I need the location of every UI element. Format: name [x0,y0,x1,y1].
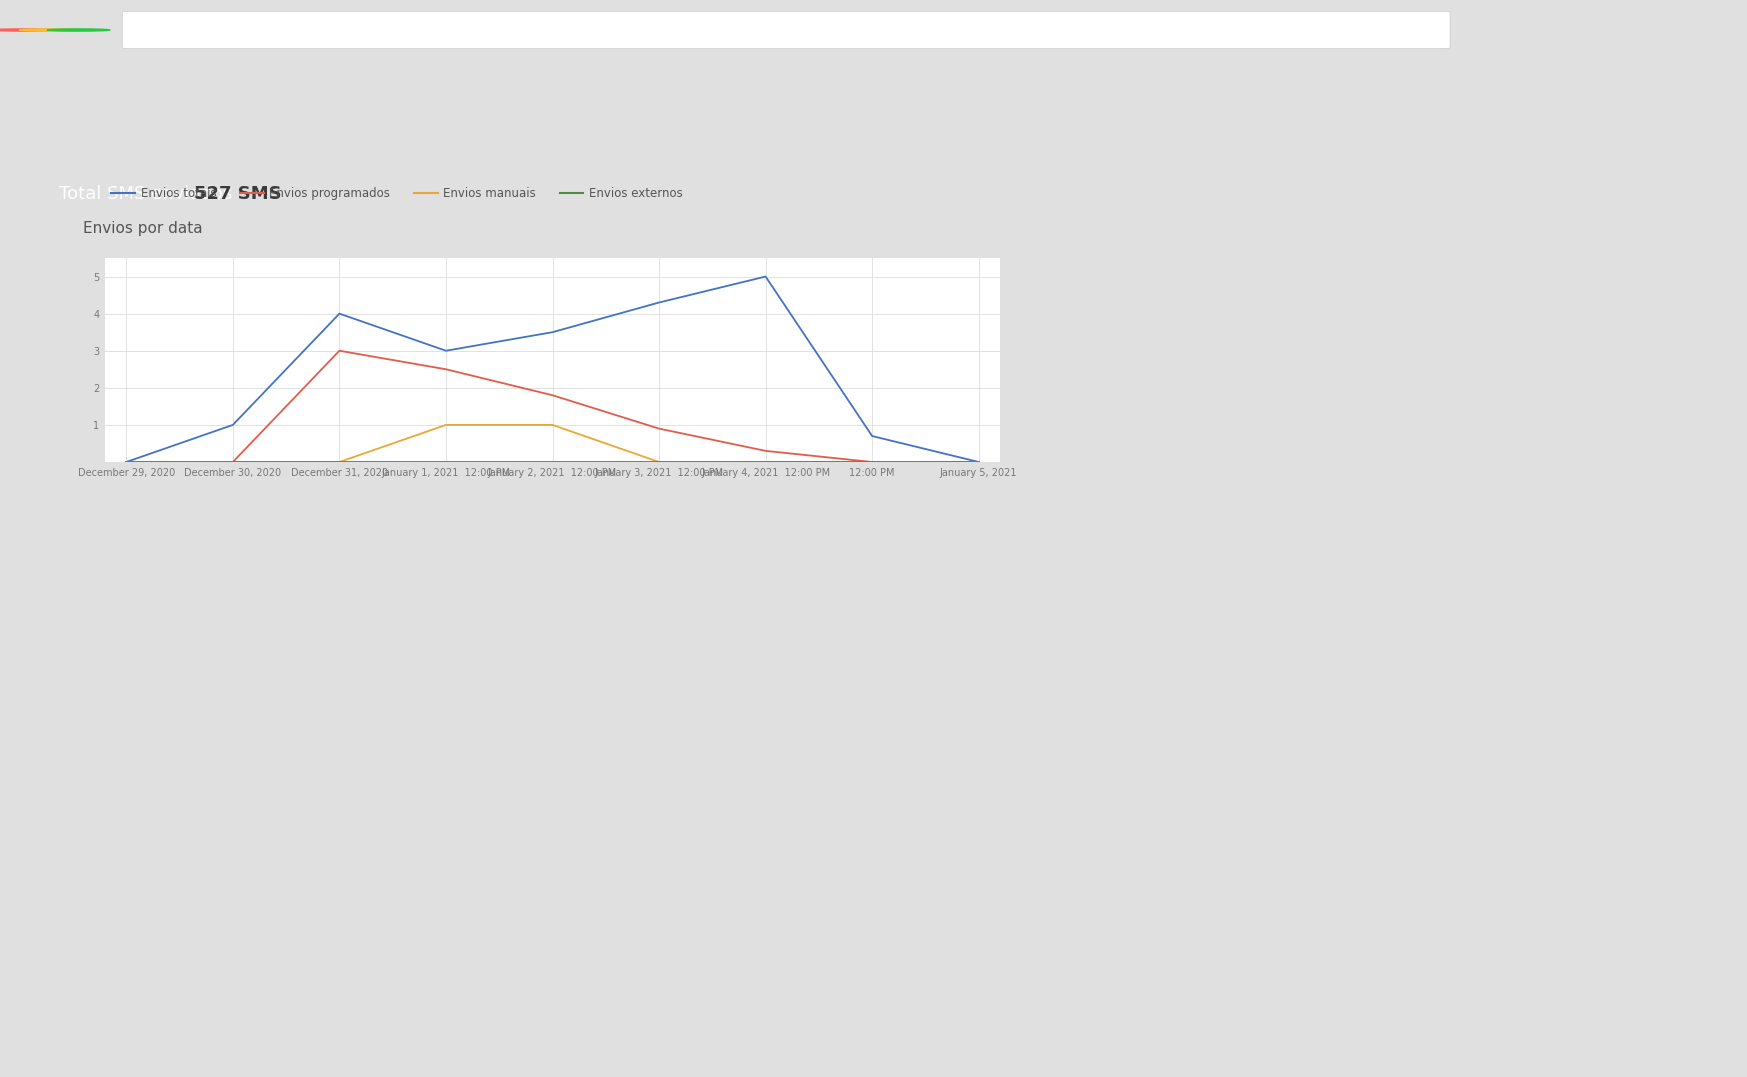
FancyBboxPatch shape [122,12,1450,48]
Circle shape [0,29,54,31]
Text: 527 SMS: 527 SMS [194,185,281,202]
Circle shape [19,29,82,31]
Text: Envios por data: Envios por data [82,221,203,236]
Text: Total SMS enviados: Total SMS enviados [59,185,238,202]
Circle shape [47,29,110,31]
Legend: Envios totais, Envios programados, Envios manuais, Envios externos: Envios totais, Envios programados, Envio… [107,182,688,205]
